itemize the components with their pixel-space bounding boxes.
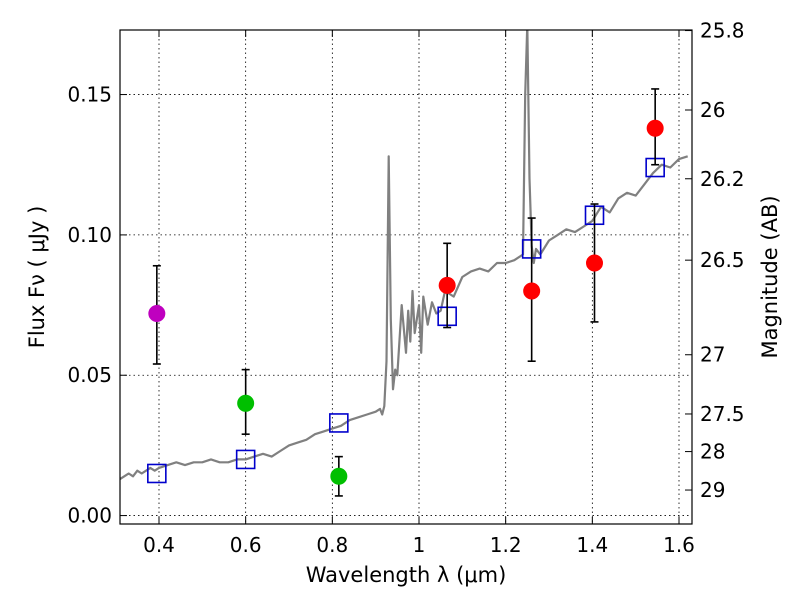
model-photometry-square — [235, 449, 256, 470]
y2-tick-label: 27.5 — [700, 402, 745, 426]
observed-point — [438, 276, 456, 294]
y2-tick-label: 26.5 — [700, 248, 745, 272]
observed-point — [523, 282, 541, 300]
x-tick-label: 1.6 — [663, 533, 695, 557]
observed-point — [646, 119, 664, 137]
model-photometry-square — [147, 463, 167, 484]
observed-point — [148, 304, 166, 322]
axis-ticks: 0.4 0.6 0.8 1 1.2 1.4 1.6 0.00 0.05 0.10 0.15 25.8 2… — [67, 19, 744, 557]
observed-point — [586, 254, 603, 272]
plot-area — [120, 30, 692, 524]
y2-tick-label: 26 — [700, 98, 725, 122]
y-tick-label: 0.10 — [67, 223, 112, 247]
data-layer — [120, 30, 689, 481]
grid — [120, 30, 692, 524]
model-spectrum-line — [120, 30, 689, 481]
y2-axis-label: Magnitude (AB) — [758, 195, 782, 358]
y-axis-label: Flux Fν ( μJy ) — [25, 206, 49, 349]
y2-tick-label: 28 — [700, 440, 725, 464]
y2-tick-label: 27 — [700, 343, 725, 367]
x-axis-label: Wavelength λ (μm) — [306, 563, 507, 587]
y2-tick-label: 25.8 — [700, 19, 745, 43]
x-tick-label: 1 — [413, 533, 426, 557]
y2-tick-label: 26.2 — [700, 167, 745, 191]
marker-layer — [147, 88, 665, 497]
x-tick-label: 0.4 — [143, 533, 175, 557]
x-tick-label: 1.4 — [576, 533, 608, 557]
x-tick-label: 0.6 — [230, 533, 262, 557]
x-tick-label: 1.2 — [490, 533, 522, 557]
x-tick-label: 0.8 — [316, 533, 348, 557]
y2-tick-label: 29 — [700, 478, 725, 502]
observed-point — [330, 467, 348, 485]
plot-frame — [119, 29, 693, 525]
y-tick-label: 0.00 — [67, 504, 112, 528]
y-tick-label: 0.05 — [67, 363, 112, 387]
model-photometry-square — [329, 413, 349, 433]
observed-point — [237, 394, 255, 412]
y-tick-label: 0.15 — [67, 83, 112, 107]
